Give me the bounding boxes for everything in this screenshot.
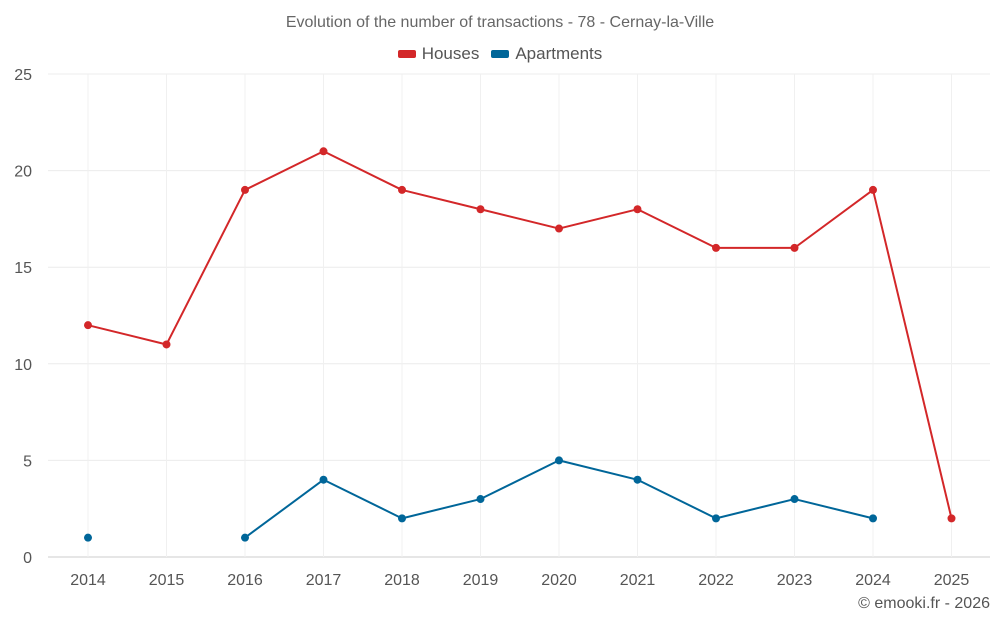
chart-legend: Houses Apartments (0, 44, 1000, 64)
y-tick-label-20: 20 (14, 164, 32, 181)
x-tick-label-2019: 2019 (463, 572, 499, 589)
y-tick-label-10: 10 (14, 357, 32, 374)
x-tick-label-2021: 2021 (620, 572, 656, 589)
data-point-houses-2015[interactable] (162, 340, 171, 349)
data-point-houses-2023[interactable] (790, 243, 799, 252)
data-point-apartments-2024[interactable] (869, 514, 877, 523)
credit-text: © emooki.fr - 2026 (858, 595, 990, 612)
data-point-houses-2021[interactable] (633, 205, 642, 214)
x-tick-label-2023: 2023 (777, 572, 813, 589)
y-tick-label-0: 0 (23, 550, 32, 567)
legend-label-houses: Houses (421, 44, 480, 63)
data-point-apartments-2018[interactable] (398, 514, 406, 523)
data-point-houses-2016[interactable] (241, 185, 249, 194)
data-point-houses-2020[interactable] (555, 224, 563, 233)
data-point-apartments-2017[interactable] (319, 475, 328, 484)
data-point-apartments-2019[interactable] (476, 495, 485, 504)
legend-swatch-houses (397, 50, 416, 58)
x-tick-label-2025: 2025 (934, 572, 970, 589)
legend-label-apartments: Apartments (515, 44, 603, 63)
data-point-apartments-2021[interactable] (633, 475, 642, 484)
data-point-houses-2025[interactable] (947, 514, 956, 523)
data-point-apartments-2020[interactable] (555, 456, 563, 465)
y-tick-label-15: 15 (14, 260, 32, 277)
x-tick-label-2020: 2020 (541, 572, 577, 589)
x-tick-label-2015: 2015 (149, 572, 185, 589)
legend-item-houses[interactable]: Houses (397, 44, 480, 64)
x-tick-label-2017: 2017 (306, 572, 342, 589)
data-point-houses-2018[interactable] (398, 185, 406, 194)
x-tick-label-2022: 2022 (698, 572, 734, 589)
data-point-houses-2014[interactable] (84, 321, 92, 330)
x-tick-label-2018: 2018 (384, 572, 420, 589)
x-tick-label-2024: 2024 (855, 572, 891, 589)
data-point-houses-2017[interactable] (319, 147, 328, 156)
data-point-houses-2024[interactable] (869, 185, 877, 194)
chart-title: Evolution of the number of transactions … (285, 14, 715, 31)
y-tick-label-25: 25 (14, 67, 32, 84)
series-line-houses-0 (87, 150, 953, 519)
data-point-apartments-2016[interactable] (241, 533, 249, 542)
legend-swatch-apartments (491, 50, 510, 58)
x-tick-label-2014: 2014 (70, 572, 106, 589)
data-point-apartments-2022[interactable] (712, 514, 720, 523)
data-point-apartments-2014[interactable] (84, 533, 92, 542)
legend-item-apartments[interactable]: Apartments (491, 44, 602, 64)
data-point-apartments-2023[interactable] (790, 495, 799, 504)
y-tick-label-5: 5 (23, 453, 32, 470)
data-point-houses-2022[interactable] (712, 243, 720, 252)
data-point-houses-2019[interactable] (476, 205, 485, 214)
x-tick-label-2016: 2016 (227, 572, 263, 589)
